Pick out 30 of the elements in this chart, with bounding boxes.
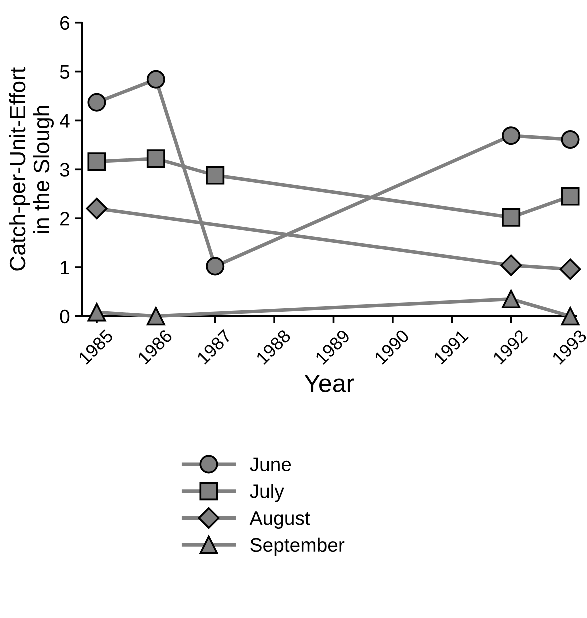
point [88, 152, 106, 172]
point [561, 130, 580, 150]
legend-label: September [250, 538, 345, 556]
point [206, 166, 225, 185]
point [88, 303, 106, 322]
point [500, 254, 522, 276]
point [502, 126, 521, 146]
point [561, 187, 580, 206]
point [502, 290, 521, 309]
y-tick-label: 5 [60, 65, 70, 80]
point [146, 307, 166, 326]
point [560, 258, 582, 280]
point [561, 307, 580, 326]
legend-label: August [250, 512, 310, 530]
y-tick-label: 4 [60, 114, 70, 128]
legend-label: July [250, 484, 284, 502]
point [146, 150, 166, 168]
x-axis-title: Year [304, 374, 354, 392]
y-tick-label: 1 [61, 261, 70, 275]
point [146, 70, 166, 89]
legend-label: June [250, 458, 292, 472]
y-tick-label: 0 [60, 310, 70, 324]
y-axis-title: Catch-per-Unit-Effort in the Slough [9, 67, 54, 271]
y-tick-label: 3 [60, 163, 70, 177]
point [502, 208, 521, 227]
point [206, 257, 225, 276]
y-tick-label: 6 [60, 16, 70, 30]
point [86, 198, 108, 220]
y-tick-label: 2 [60, 212, 70, 226]
point [88, 93, 106, 112]
